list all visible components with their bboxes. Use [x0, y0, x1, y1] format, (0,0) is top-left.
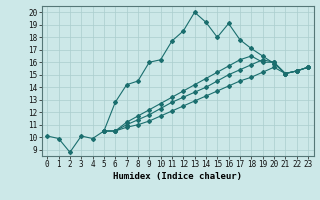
X-axis label: Humidex (Indice chaleur): Humidex (Indice chaleur): [113, 172, 242, 181]
